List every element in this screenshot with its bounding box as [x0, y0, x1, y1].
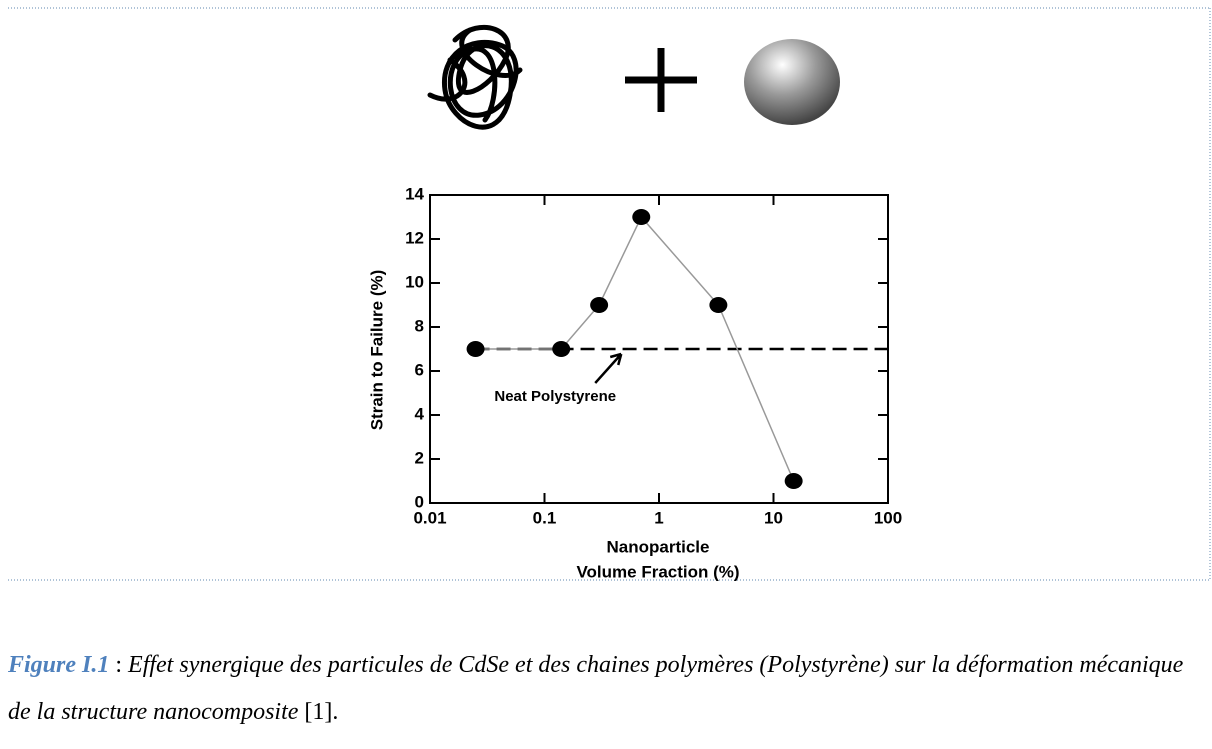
caption-reference: [1].: [304, 699, 339, 725]
reference-label: Neat Polystyrene: [494, 388, 616, 405]
x-tick-label: 1: [654, 508, 663, 527]
polymer-icon: [427, 24, 523, 130]
x-tick-label: 0.1: [533, 508, 557, 527]
y-tick-label: 8: [415, 316, 424, 335]
y-tick-label: 10: [405, 272, 424, 291]
data-point: [590, 297, 609, 313]
x-tick-label: 0.01: [413, 508, 446, 527]
caption-label: Figure I.1: [8, 652, 110, 678]
y-tick-label: 4: [415, 404, 425, 423]
data-point: [784, 473, 803, 489]
y-tick-label: 2: [415, 448, 424, 467]
data-point: [709, 297, 728, 313]
y-tick-label: 0: [415, 492, 424, 511]
x-axis-label: Nanoparticle: [607, 537, 710, 556]
y-axis-label: Strain to Failure (%): [367, 270, 386, 431]
data-line: [475, 215, 795, 482]
x-axis-label: Volume Fraction (%): [576, 562, 739, 581]
caption: Figure I.1 : Effet synergique des partic…: [8, 642, 1204, 736]
data-point: [552, 341, 571, 357]
figure: Strain to Failure (%) Nanoparticle Volum…: [8, 7, 1211, 581]
annotation-arrow: [594, 352, 623, 384]
caption-separator: :: [115, 652, 123, 678]
x-tick-label: 10: [764, 508, 783, 527]
figure-frame: [8, 7, 1211, 581]
y-tick-label: 12: [405, 228, 424, 247]
data-point: [466, 341, 485, 357]
nanoparticle-icon: [744, 39, 840, 125]
y-tick-label: 6: [415, 360, 424, 379]
caption-text: Effet synergique des particules de CdSe …: [8, 652, 1184, 725]
data-point: [632, 209, 651, 225]
y-tick-label: 14: [405, 184, 424, 203]
plus-icon: [625, 48, 697, 112]
x-tick-label: 100: [874, 508, 902, 527]
